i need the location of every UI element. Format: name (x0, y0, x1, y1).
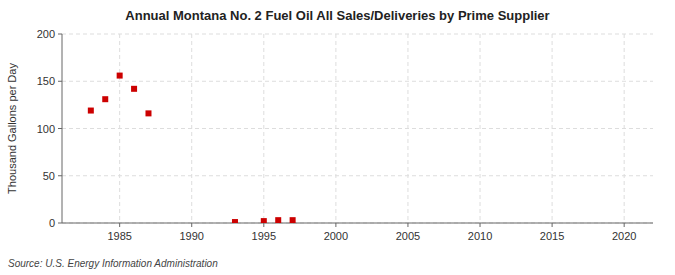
x-grid-line (119, 34, 120, 223)
y-tick (58, 175, 62, 176)
point (261, 218, 267, 223)
x-tick-label: 1985 (107, 230, 131, 242)
source-note: Source: U.S. Energy Information Administ… (8, 258, 218, 269)
y-grid-line (62, 223, 653, 224)
point (290, 217, 296, 223)
x-grid-line (407, 34, 408, 223)
y-tick (58, 128, 62, 129)
y-tick-label: 0 (49, 217, 55, 229)
x-grid-line (624, 34, 625, 223)
x-tick (552, 223, 553, 227)
y-tick-label: 150 (37, 75, 55, 87)
x-tick (191, 223, 192, 227)
point (275, 217, 281, 223)
point (232, 219, 238, 223)
x-tick-label: 1990 (179, 230, 203, 242)
title: Annual Montana No. 2 Fuel Oil All Sales/… (125, 8, 549, 23)
y-grid-line (62, 34, 653, 35)
point (131, 86, 137, 92)
x-tick (119, 223, 120, 227)
x-grid-line (480, 34, 481, 223)
axes: 0 50 100 150 200 1985 1990 1995 2000 2005 2010 2015… (37, 28, 637, 242)
x-grid-line (263, 34, 264, 223)
chart-container: 0 50 100 150 200 1985 1990 1995 2000 2005 2010 2015… (0, 0, 675, 275)
x-tick-label: 2010 (468, 230, 492, 242)
x-grid-line (335, 34, 336, 223)
x-tick (263, 223, 264, 227)
grid (62, 34, 653, 223)
y-tick (58, 81, 62, 82)
x-tick (407, 223, 408, 227)
y-tick (58, 223, 62, 224)
points (88, 73, 296, 223)
point (102, 96, 108, 102)
x-tick-label: 2015 (540, 230, 564, 242)
y-grid-line (62, 175, 653, 176)
point (145, 110, 151, 116)
y-tick-label: 100 (37, 123, 55, 135)
x-tick (624, 223, 625, 227)
x-tick-label: 2000 (324, 230, 348, 242)
y-grid-line (62, 128, 653, 129)
x-tick (480, 223, 481, 227)
x-grid-line (552, 34, 553, 223)
point (88, 108, 94, 114)
x-tick-label: 2020 (612, 230, 636, 242)
point (117, 73, 123, 79)
y-axis-label: Thousand Gallons per Day (6, 63, 18, 194)
x-grid-line (191, 34, 192, 223)
y-tick (58, 34, 62, 35)
x-axis-line (62, 223, 653, 224)
y-tick-label: 200 (37, 28, 55, 40)
y-tick-label: 50 (43, 170, 55, 182)
x-tick (335, 223, 336, 227)
x-tick-label: 1995 (252, 230, 276, 242)
background (0, 0, 675, 275)
y-grid-line (62, 81, 653, 82)
chart-svg: 0 50 100 150 200 1985 1990 1995 2000 2005 2010 2015… (0, 0, 675, 275)
x-tick-label: 2005 (396, 230, 420, 242)
